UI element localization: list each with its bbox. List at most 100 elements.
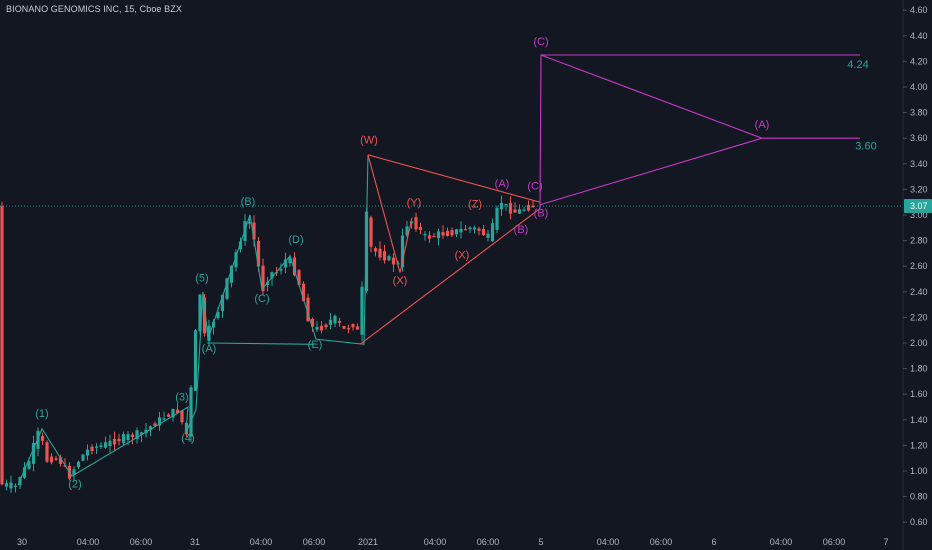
wave-label: (W) <box>360 134 378 146</box>
candle-up <box>225 278 229 299</box>
candle-down <box>418 227 423 230</box>
candle-up <box>517 209 522 214</box>
candle-up <box>207 325 211 342</box>
candle-down <box>477 228 481 231</box>
candle-up <box>36 430 40 449</box>
candle-down <box>319 325 324 331</box>
candle-up <box>22 467 27 478</box>
candle-down <box>45 442 49 462</box>
x-tick-label: 06:00 <box>650 537 673 547</box>
wave-label: (5) <box>195 273 208 285</box>
wave-label: (4) <box>181 433 194 445</box>
candle-down <box>90 446 94 452</box>
candle-up <box>229 265 234 283</box>
candle-up <box>139 432 144 435</box>
candle-up <box>76 461 81 468</box>
candle-down <box>252 222 256 240</box>
wave-line-red <box>367 154 413 273</box>
candle-up <box>234 252 238 268</box>
candle-up <box>4 483 9 487</box>
candle-up <box>162 418 166 420</box>
candle-up <box>103 442 108 448</box>
candle-down <box>391 257 396 265</box>
y-tick-label: 4.20 <box>910 56 928 66</box>
y-tick-label: 3.00 <box>910 210 928 220</box>
candle-up <box>283 259 288 268</box>
wave-label: (C) <box>254 293 269 305</box>
y-tick-label: 1.40 <box>910 415 928 425</box>
candle-down <box>513 209 517 213</box>
x-tick-label: 5 <box>538 537 543 547</box>
y-tick-label: 1.80 <box>910 364 928 374</box>
candle-down <box>445 230 450 236</box>
candle-up <box>94 446 99 448</box>
chart-title: BIONANO GENOMICS INC, 15, Cboe BZX <box>6 4 182 14</box>
candle-down <box>117 438 121 442</box>
candle-up <box>72 469 76 476</box>
candle-down <box>441 232 445 236</box>
candle-down <box>432 235 436 238</box>
wave-label: (1) <box>35 408 48 420</box>
wave-label: 3.60 <box>855 141 876 153</box>
candle-up <box>126 434 130 440</box>
candle-up <box>108 440 112 447</box>
x-tick-label: 04:00 <box>770 537 793 547</box>
candle-up <box>423 234 427 236</box>
candle-up <box>490 223 495 242</box>
candle-up <box>220 294 225 312</box>
candle-down <box>175 409 180 413</box>
candle-up <box>121 434 126 443</box>
wave-label: (A) <box>495 178 510 190</box>
x-tick-label: 06:00 <box>477 537 500 547</box>
y-tick-label: 1.20 <box>910 440 928 450</box>
candle-up <box>288 257 292 264</box>
wave-label: (3) <box>175 392 188 404</box>
candle-down <box>112 438 117 445</box>
candle-up <box>27 461 31 469</box>
candle-down <box>180 410 184 423</box>
candle-up <box>81 454 85 461</box>
wave-label: (Y) <box>407 197 422 209</box>
wave-line-teal <box>206 342 315 345</box>
candle-down <box>58 457 63 464</box>
x-tick-label: 06:00 <box>130 537 153 547</box>
y-tick-label: 2.00 <box>910 338 928 348</box>
candle-up <box>247 221 252 224</box>
candle-up <box>85 449 90 456</box>
y-tick-label: 3.60 <box>910 133 928 143</box>
candle-down <box>382 251 387 261</box>
candle-down <box>373 248 378 252</box>
wave-label: (B) <box>514 224 529 236</box>
wave-label: (A) <box>755 119 770 131</box>
candle-up <box>135 430 139 439</box>
candle-down <box>526 205 531 211</box>
candle-down <box>346 328 351 330</box>
candle-down <box>531 205 535 208</box>
candle-down <box>261 265 265 292</box>
candle-up <box>436 231 441 239</box>
candle-down <box>256 240 261 267</box>
candle-up <box>315 326 319 330</box>
wave-label: (X) <box>455 250 470 262</box>
candle-up <box>360 286 364 335</box>
y-tick-label: 0.60 <box>910 517 928 527</box>
x-tick-label: 7 <box>883 537 888 547</box>
y-tick-label: 3.40 <box>910 159 928 169</box>
candle-down <box>369 217 373 247</box>
candle-down <box>450 230 454 236</box>
wave-line-red <box>359 208 541 345</box>
candle-down <box>297 270 301 285</box>
wave-label: (D) <box>288 234 303 246</box>
wave-label: (X) <box>393 275 408 287</box>
candle-up <box>238 241 243 250</box>
wave-label: (B) <box>241 196 256 208</box>
candle-down <box>337 320 342 323</box>
candle-up <box>9 482 13 489</box>
y-tick-label: 0.80 <box>910 492 928 502</box>
candle-down <box>40 435 45 441</box>
wave-label: (E) <box>308 339 323 351</box>
x-tick-label: 04:00 <box>424 537 447 547</box>
wave-label: (C) <box>533 36 548 48</box>
candle-up <box>522 209 526 211</box>
